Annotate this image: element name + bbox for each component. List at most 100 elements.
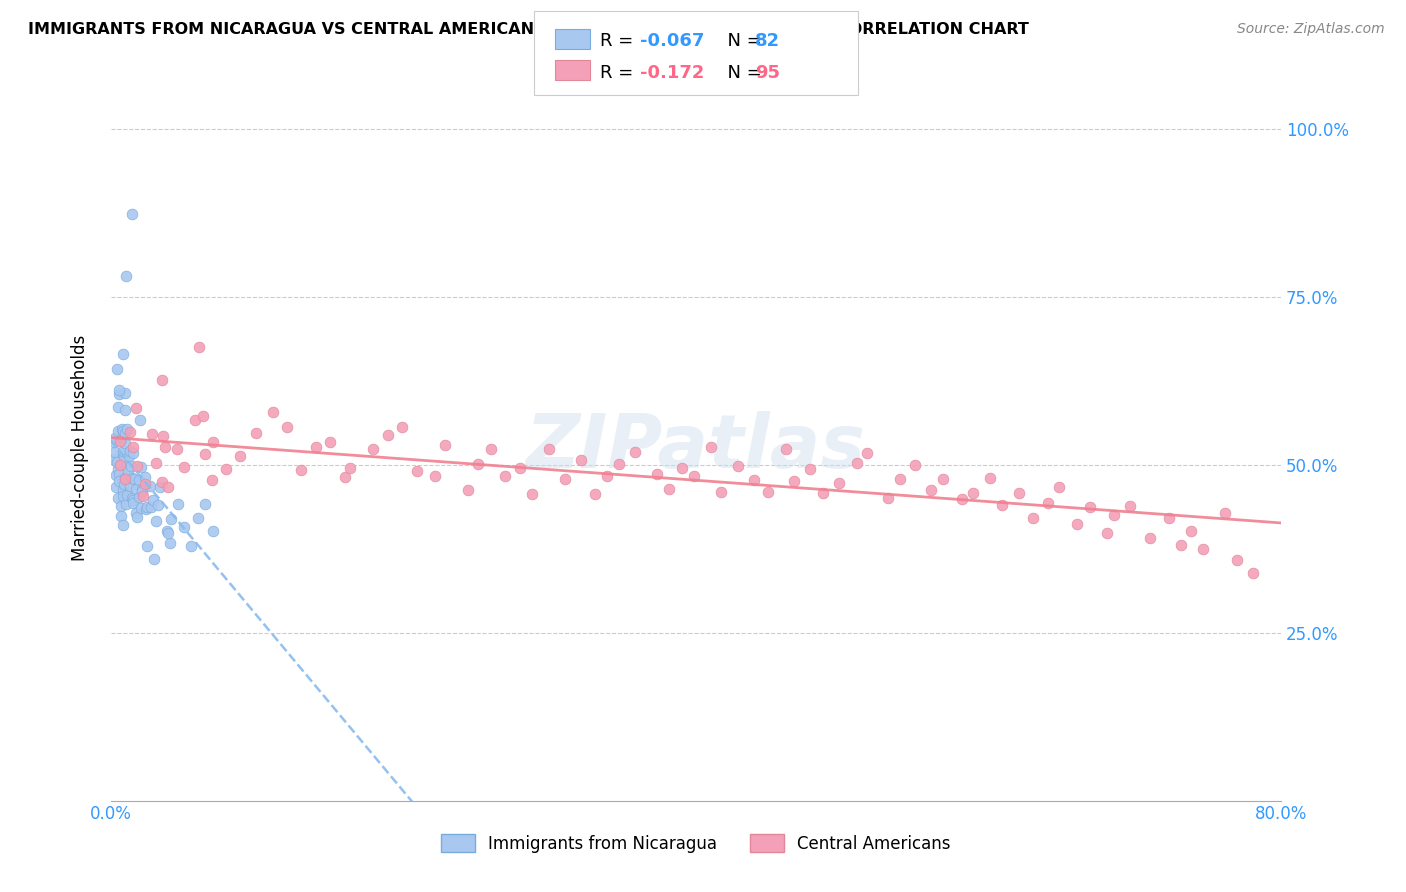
Point xyxy=(319,435,342,450)
Point xyxy=(1159,511,1181,525)
Point xyxy=(699,440,721,454)
Point xyxy=(538,442,561,457)
Point xyxy=(125,482,148,496)
Point xyxy=(107,491,129,505)
Point xyxy=(139,500,162,514)
Point xyxy=(125,401,148,415)
Point xyxy=(114,425,136,440)
Point xyxy=(799,462,821,476)
Point xyxy=(108,458,131,472)
Point xyxy=(335,470,357,484)
Point xyxy=(108,467,131,482)
Point xyxy=(813,486,835,500)
Point xyxy=(156,524,179,538)
Point xyxy=(194,447,217,461)
Text: -0.172: -0.172 xyxy=(640,64,704,82)
Point xyxy=(122,473,145,487)
Point xyxy=(991,499,1014,513)
Point xyxy=(122,493,145,508)
Text: R =: R = xyxy=(600,32,640,50)
Point xyxy=(118,449,141,463)
Point xyxy=(583,487,606,501)
Point xyxy=(1102,508,1125,523)
Point xyxy=(111,483,134,498)
Point xyxy=(187,511,209,525)
Point xyxy=(115,488,138,502)
Point xyxy=(115,422,138,436)
Point xyxy=(305,440,328,454)
Point xyxy=(467,457,489,471)
Point xyxy=(128,413,150,427)
Point xyxy=(118,479,141,493)
Point xyxy=(756,484,779,499)
Point xyxy=(111,422,134,436)
Point xyxy=(125,506,148,520)
Point xyxy=(112,449,135,463)
Point xyxy=(107,400,129,414)
Point xyxy=(671,461,693,475)
Point xyxy=(112,424,135,438)
Point xyxy=(457,483,479,498)
Point xyxy=(180,539,202,553)
Point xyxy=(962,486,984,500)
Point xyxy=(115,269,138,284)
Point xyxy=(108,475,131,489)
Point xyxy=(110,499,132,513)
Point xyxy=(118,444,141,458)
Point xyxy=(1119,500,1142,514)
Point xyxy=(153,440,176,454)
Point xyxy=(509,460,531,475)
Point xyxy=(131,482,153,496)
Point xyxy=(1170,539,1192,553)
Point xyxy=(607,457,630,471)
Point xyxy=(149,480,172,494)
Point xyxy=(145,514,167,528)
Legend: Immigrants from Nicaragua, Central Americans: Immigrants from Nicaragua, Central Ameri… xyxy=(434,828,957,859)
Point xyxy=(191,409,214,423)
Point xyxy=(423,468,446,483)
Point xyxy=(134,470,156,484)
Point xyxy=(134,477,156,491)
Text: R =: R = xyxy=(600,64,640,82)
Point xyxy=(406,464,429,478)
Point xyxy=(932,472,955,486)
Point xyxy=(111,445,134,459)
Point xyxy=(645,467,668,482)
Point xyxy=(377,427,399,442)
Point xyxy=(187,340,209,354)
Point xyxy=(1180,524,1202,539)
Point xyxy=(110,509,132,524)
Point xyxy=(112,347,135,361)
Point xyxy=(166,442,188,456)
Point xyxy=(783,474,806,488)
Point xyxy=(290,463,312,477)
Y-axis label: Married-couple Households: Married-couple Households xyxy=(72,334,89,561)
Point xyxy=(107,455,129,469)
Point xyxy=(194,497,217,511)
Point xyxy=(1139,531,1161,545)
Point xyxy=(129,460,152,475)
Point xyxy=(1226,553,1249,567)
Point xyxy=(136,539,159,553)
Point xyxy=(114,472,136,486)
Point xyxy=(150,374,173,388)
Point xyxy=(710,485,733,500)
Point xyxy=(104,468,127,483)
Point xyxy=(391,420,413,434)
Point xyxy=(979,471,1001,485)
Point xyxy=(143,551,166,566)
Point xyxy=(228,450,250,464)
Point xyxy=(494,468,516,483)
Point xyxy=(104,445,127,459)
Point xyxy=(166,496,188,510)
Point xyxy=(111,518,134,533)
Point xyxy=(339,461,361,475)
Point xyxy=(117,463,139,477)
Point xyxy=(120,458,142,473)
Point xyxy=(114,436,136,450)
Point xyxy=(104,431,127,445)
Point xyxy=(173,460,195,475)
Point xyxy=(554,472,576,486)
Point xyxy=(846,456,869,470)
Point xyxy=(889,472,911,486)
